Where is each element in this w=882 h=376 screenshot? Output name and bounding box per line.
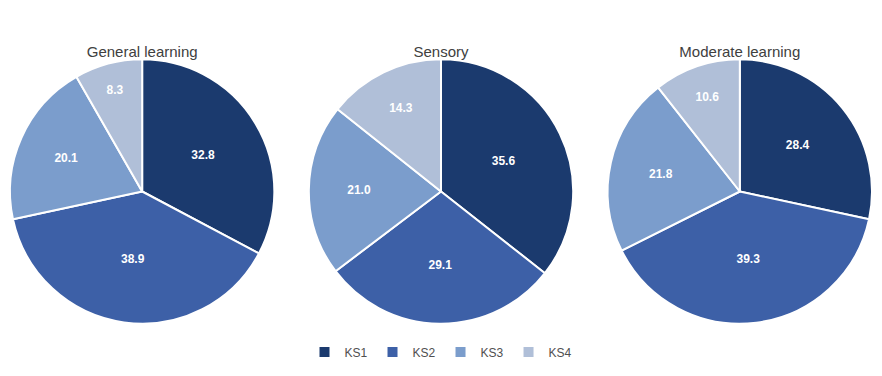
- svg-text:10.6: 10.6: [695, 90, 719, 104]
- svg-text:KS3: KS3: [481, 346, 504, 360]
- svg-text:KS2: KS2: [413, 346, 436, 360]
- svg-text:21.8: 21.8: [649, 167, 673, 181]
- svg-text:38.9: 38.9: [121, 252, 145, 266]
- svg-text:Moderate learning: Moderate learning: [679, 43, 800, 60]
- svg-text:35.6: 35.6: [492, 154, 516, 168]
- svg-text:General learning: General learning: [87, 43, 198, 60]
- svg-text:Sensory: Sensory: [413, 43, 469, 60]
- svg-text:29.1: 29.1: [428, 258, 452, 272]
- svg-text:28.4: 28.4: [786, 138, 810, 152]
- svg-text:KS4: KS4: [549, 346, 572, 360]
- svg-text:20.1: 20.1: [54, 151, 78, 165]
- svg-text:32.8: 32.8: [191, 148, 215, 162]
- svg-text:8.3: 8.3: [107, 83, 124, 97]
- svg-text:KS1: KS1: [345, 346, 368, 360]
- svg-text:39.3: 39.3: [737, 252, 761, 266]
- svg-text:14.3: 14.3: [389, 101, 413, 115]
- svg-text:21.0: 21.0: [347, 183, 371, 197]
